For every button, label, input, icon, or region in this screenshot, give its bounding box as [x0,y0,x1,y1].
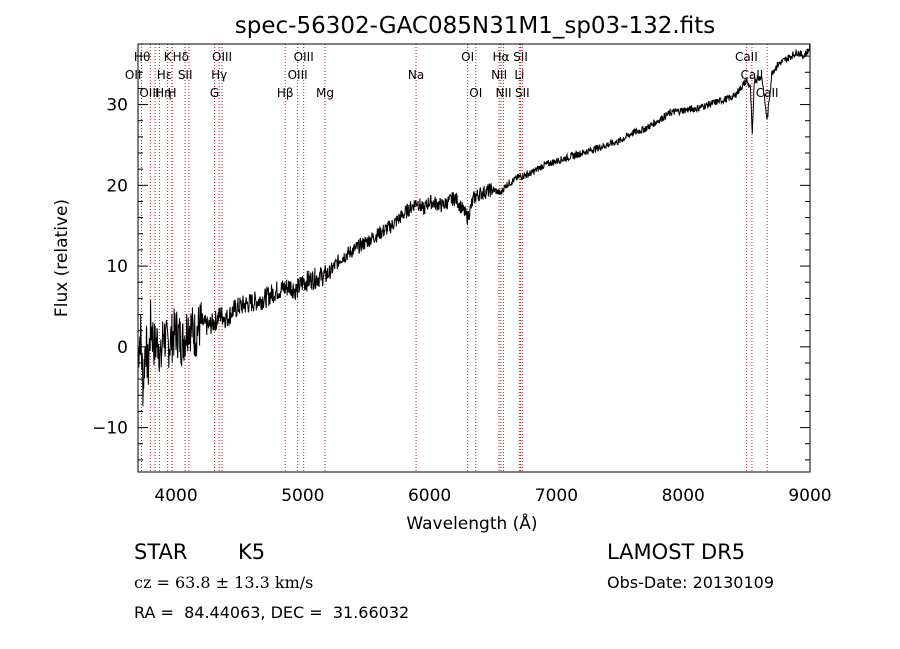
spectral-line-label: NII [491,68,507,82]
x-axis-ticks: 4000 5000 6000 7000 8000 9000 [154,486,831,506]
x-tick-label: 4000 [154,486,197,506]
spectrum-series-line [137,44,811,407]
spectral-line-label: OIII [212,50,232,64]
spectral-line-label: SII [513,50,528,64]
redshift-velocity: cz = 63.8 ± 13.3 km/s [134,573,314,592]
spectral-line-label: SII [515,86,530,100]
spectral-line-label: K [164,50,173,64]
y-tick-label: 10 [106,257,128,277]
chart-title: spec-56302-GAC085N31M1_sp03-132.fits [235,13,715,39]
x-tick-label: 7000 [535,486,578,506]
x-axis-label: Wavelength (Å) [406,512,537,534]
spectral-line-label: OI [461,50,474,64]
y-tick-label: 30 [106,96,128,116]
spectral-line-label: Hγ [211,68,227,82]
x-tick-label: 6000 [408,486,451,506]
spectral-line-label: OIII [294,50,314,64]
spectral-line-label: SII [178,68,193,82]
observation-date: Obs-Date: 20130109 [607,573,775,592]
y-tick-label: 20 [106,176,128,196]
spectral-line-label: Hα [493,50,510,64]
survey-name: LAMOST DR5 [607,540,746,564]
spectral-line-label: OII [125,68,142,82]
spectral-line-label: G [210,86,219,100]
spectral-line-label: OIII [288,68,308,82]
spectral-line-label: Hβ [277,86,294,100]
spectral-line-label: OI [469,86,482,100]
y-tick-label: 0 [117,338,128,358]
spectral-line-label: CaII [756,86,779,100]
spectral-line-label: OIII [139,86,159,100]
x-tick-label: 9000 [788,486,831,506]
spectral-line-label: Mg [316,86,334,100]
spectral-line-label: Hδ [173,50,189,64]
spectral-line-label: Li [514,68,524,82]
spectral-line-markers [140,44,768,472]
spectral-line-label: Hθ [134,50,150,64]
spectral-line-label: NII [496,86,512,100]
y-axis-label: Flux (relative) [52,199,72,317]
spectral-line-label: Na [408,68,424,82]
y-tick-label: −10 [92,419,128,439]
spectral-line-label: CaII [735,50,758,64]
plot-frame [137,43,811,473]
y-axis-ticks: −10 0 10 20 30 [92,55,810,461]
coordinates: RA = 84.44063, DEC = 31.66032 [134,603,410,622]
object-subclass: K5 [238,540,266,564]
spectral-line-label: Hε [157,68,173,82]
x-tick-label: 8000 [662,486,705,506]
spectral-line-label: H [167,86,176,100]
x-tick-label: 5000 [281,486,324,506]
spectral-line-label: Hη [155,86,172,100]
object-type: STAR [134,540,188,564]
